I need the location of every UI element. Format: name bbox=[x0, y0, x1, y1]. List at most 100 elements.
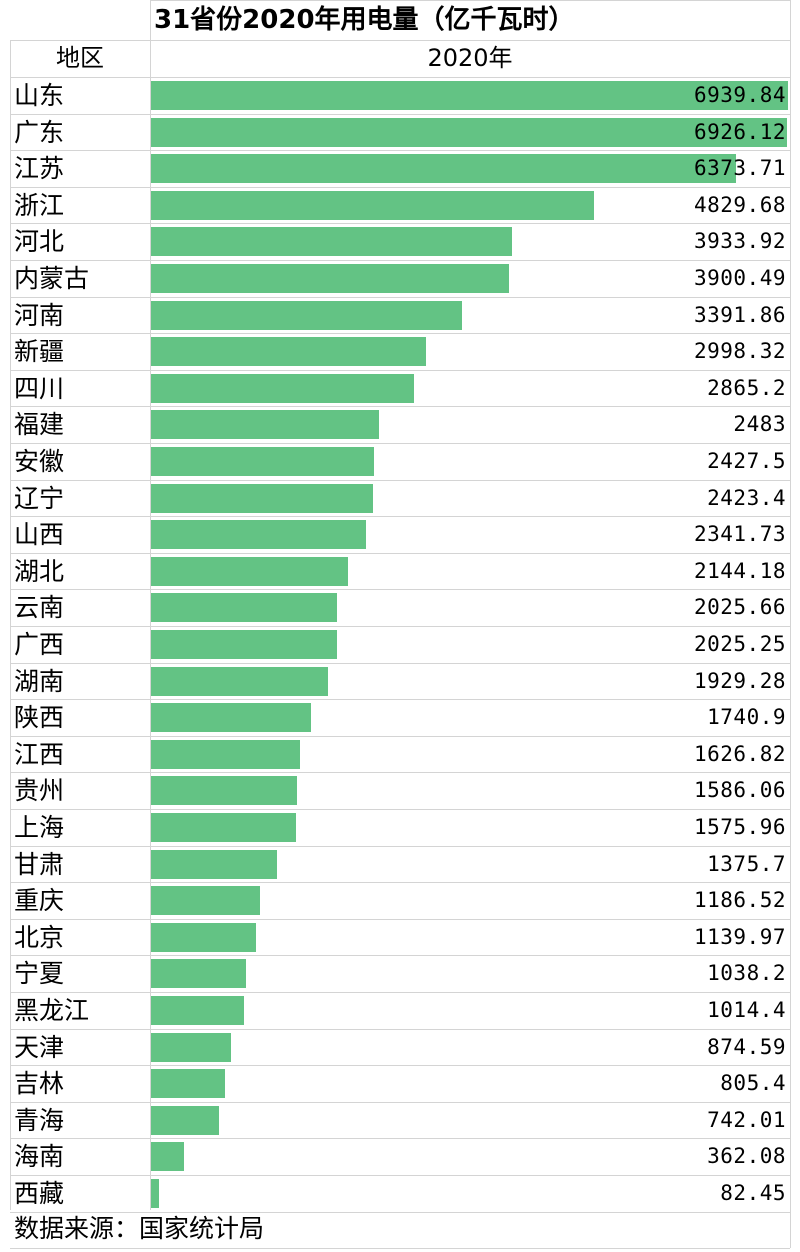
table-title: 31省份2020年用电量（亿千瓦时） bbox=[154, 5, 575, 35]
grid-line-horizontal bbox=[10, 1248, 790, 1249]
grid-line-horizontal bbox=[10, 846, 790, 847]
data-bar bbox=[151, 593, 337, 623]
grid-line-horizontal bbox=[10, 992, 790, 993]
region-label: 河南 bbox=[14, 300, 65, 330]
data-value-label: 1626.82 bbox=[693, 741, 786, 766]
grid-line-horizontal bbox=[10, 1065, 790, 1066]
region-label: 广西 bbox=[14, 630, 65, 659]
source-note: 数据来源：国家统计局 bbox=[14, 1214, 265, 1243]
grid-line-horizontal bbox=[10, 406, 790, 407]
data-bar bbox=[151, 556, 348, 586]
data-value-label: 2423.4 bbox=[707, 485, 786, 510]
region-label: 天津 bbox=[14, 1032, 65, 1062]
grid-line-horizontal bbox=[10, 1175, 790, 1176]
data-bar bbox=[151, 264, 510, 293]
data-value-label: 3900.49 bbox=[693, 266, 786, 290]
region-label: 四川 bbox=[14, 373, 65, 403]
data-value-label: 1575.96 bbox=[693, 815, 786, 839]
data-value-label: 1014.4 bbox=[707, 998, 786, 1022]
data-value-label: 2144.18 bbox=[693, 558, 786, 583]
region-label: 甘肃 bbox=[14, 849, 65, 879]
grid-line-horizontal bbox=[10, 809, 790, 810]
region-label: 新疆 bbox=[14, 337, 65, 367]
data-bar bbox=[151, 776, 297, 806]
region-label: 重庆 bbox=[14, 886, 65, 916]
region-label: 北京 bbox=[14, 922, 65, 952]
data-value-label: 6373.71 bbox=[693, 156, 786, 181]
grid-line-horizontal bbox=[10, 589, 790, 590]
data-value-label: 1586.06 bbox=[693, 778, 786, 803]
region-label: 山东 bbox=[14, 81, 65, 110]
grid-line-vertical bbox=[10, 40, 11, 1210]
grid-line-horizontal bbox=[10, 40, 790, 41]
data-value-label: 1740.9 bbox=[707, 705, 786, 730]
data-bar bbox=[151, 739, 301, 769]
grid-line-horizontal bbox=[10, 736, 790, 737]
data-bar bbox=[151, 300, 463, 330]
data-value-label: 805.4 bbox=[720, 1071, 786, 1096]
region-label: 黑龙江 bbox=[14, 996, 90, 1025]
data-value-label: 3933.92 bbox=[693, 229, 786, 254]
data-bar bbox=[151, 1142, 185, 1172]
region-label: 西藏 bbox=[14, 1179, 65, 1208]
grid-line-horizontal bbox=[10, 699, 790, 700]
data-value-label: 2427.5 bbox=[707, 449, 786, 473]
data-value-label: 1375.7 bbox=[707, 851, 786, 876]
region-label: 河北 bbox=[14, 227, 65, 257]
data-value-label: 1186.52 bbox=[693, 888, 786, 913]
data-bar bbox=[151, 154, 737, 184]
grid-line-horizontal bbox=[10, 955, 790, 956]
data-value-label: 6926.12 bbox=[693, 119, 786, 144]
region-label: 湖南 bbox=[14, 666, 65, 696]
data-bar bbox=[151, 1179, 159, 1208]
region-label: 青海 bbox=[14, 1105, 65, 1135]
data-bar bbox=[151, 849, 278, 879]
region-label: 安徽 bbox=[14, 447, 65, 476]
data-bar bbox=[151, 959, 247, 989]
grid-line-vertical bbox=[150, 0, 151, 1210]
grid-line-horizontal bbox=[10, 516, 790, 517]
data-value-label: 6939.84 bbox=[693, 83, 786, 107]
grid-line-horizontal bbox=[10, 223, 790, 224]
data-value-label: 2025.66 bbox=[693, 595, 786, 620]
data-value-label: 1038.2 bbox=[707, 961, 786, 986]
data-bar bbox=[151, 410, 379, 440]
data-value-label: 2483 bbox=[733, 412, 786, 437]
data-value-label: 2025.25 bbox=[693, 632, 786, 656]
grid-line-horizontal bbox=[10, 1029, 790, 1030]
grid-line-horizontal bbox=[10, 772, 790, 773]
region-label: 陕西 bbox=[14, 703, 65, 733]
region-label: 云南 bbox=[14, 593, 65, 623]
data-bar bbox=[151, 922, 256, 952]
region-label: 江西 bbox=[14, 739, 65, 769]
region-label: 海南 bbox=[14, 1142, 65, 1172]
data-bar bbox=[151, 666, 329, 696]
data-bar bbox=[151, 117, 787, 147]
grid-line-horizontal bbox=[10, 626, 790, 627]
data-bar bbox=[151, 886, 260, 916]
data-bar bbox=[151, 1069, 225, 1099]
data-value-label: 3391.86 bbox=[693, 302, 786, 327]
data-bar bbox=[151, 227, 513, 257]
grid-line-horizontal bbox=[10, 882, 790, 883]
data-bar bbox=[151, 996, 245, 1025]
region-label: 浙江 bbox=[14, 190, 65, 220]
data-value-label: 2865.2 bbox=[707, 375, 786, 400]
grid-line-vertical bbox=[790, 0, 791, 1248]
grid-line-horizontal bbox=[10, 1212, 790, 1213]
data-value-label: 1139.97 bbox=[693, 924, 786, 949]
column-header-year: 2020年 bbox=[427, 44, 513, 72]
grid-line-horizontal bbox=[10, 919, 790, 920]
data-bar bbox=[151, 190, 595, 220]
data-bar bbox=[151, 520, 366, 550]
data-bar bbox=[151, 1032, 232, 1062]
grid-line-horizontal bbox=[10, 260, 790, 261]
region-label: 江苏 bbox=[14, 154, 65, 184]
region-label: 广东 bbox=[14, 117, 65, 147]
data-bar bbox=[151, 813, 296, 842]
data-bar bbox=[151, 483, 374, 513]
region-label: 福建 bbox=[14, 410, 65, 440]
grid-line-horizontal bbox=[10, 663, 790, 664]
region-label: 上海 bbox=[14, 813, 65, 842]
